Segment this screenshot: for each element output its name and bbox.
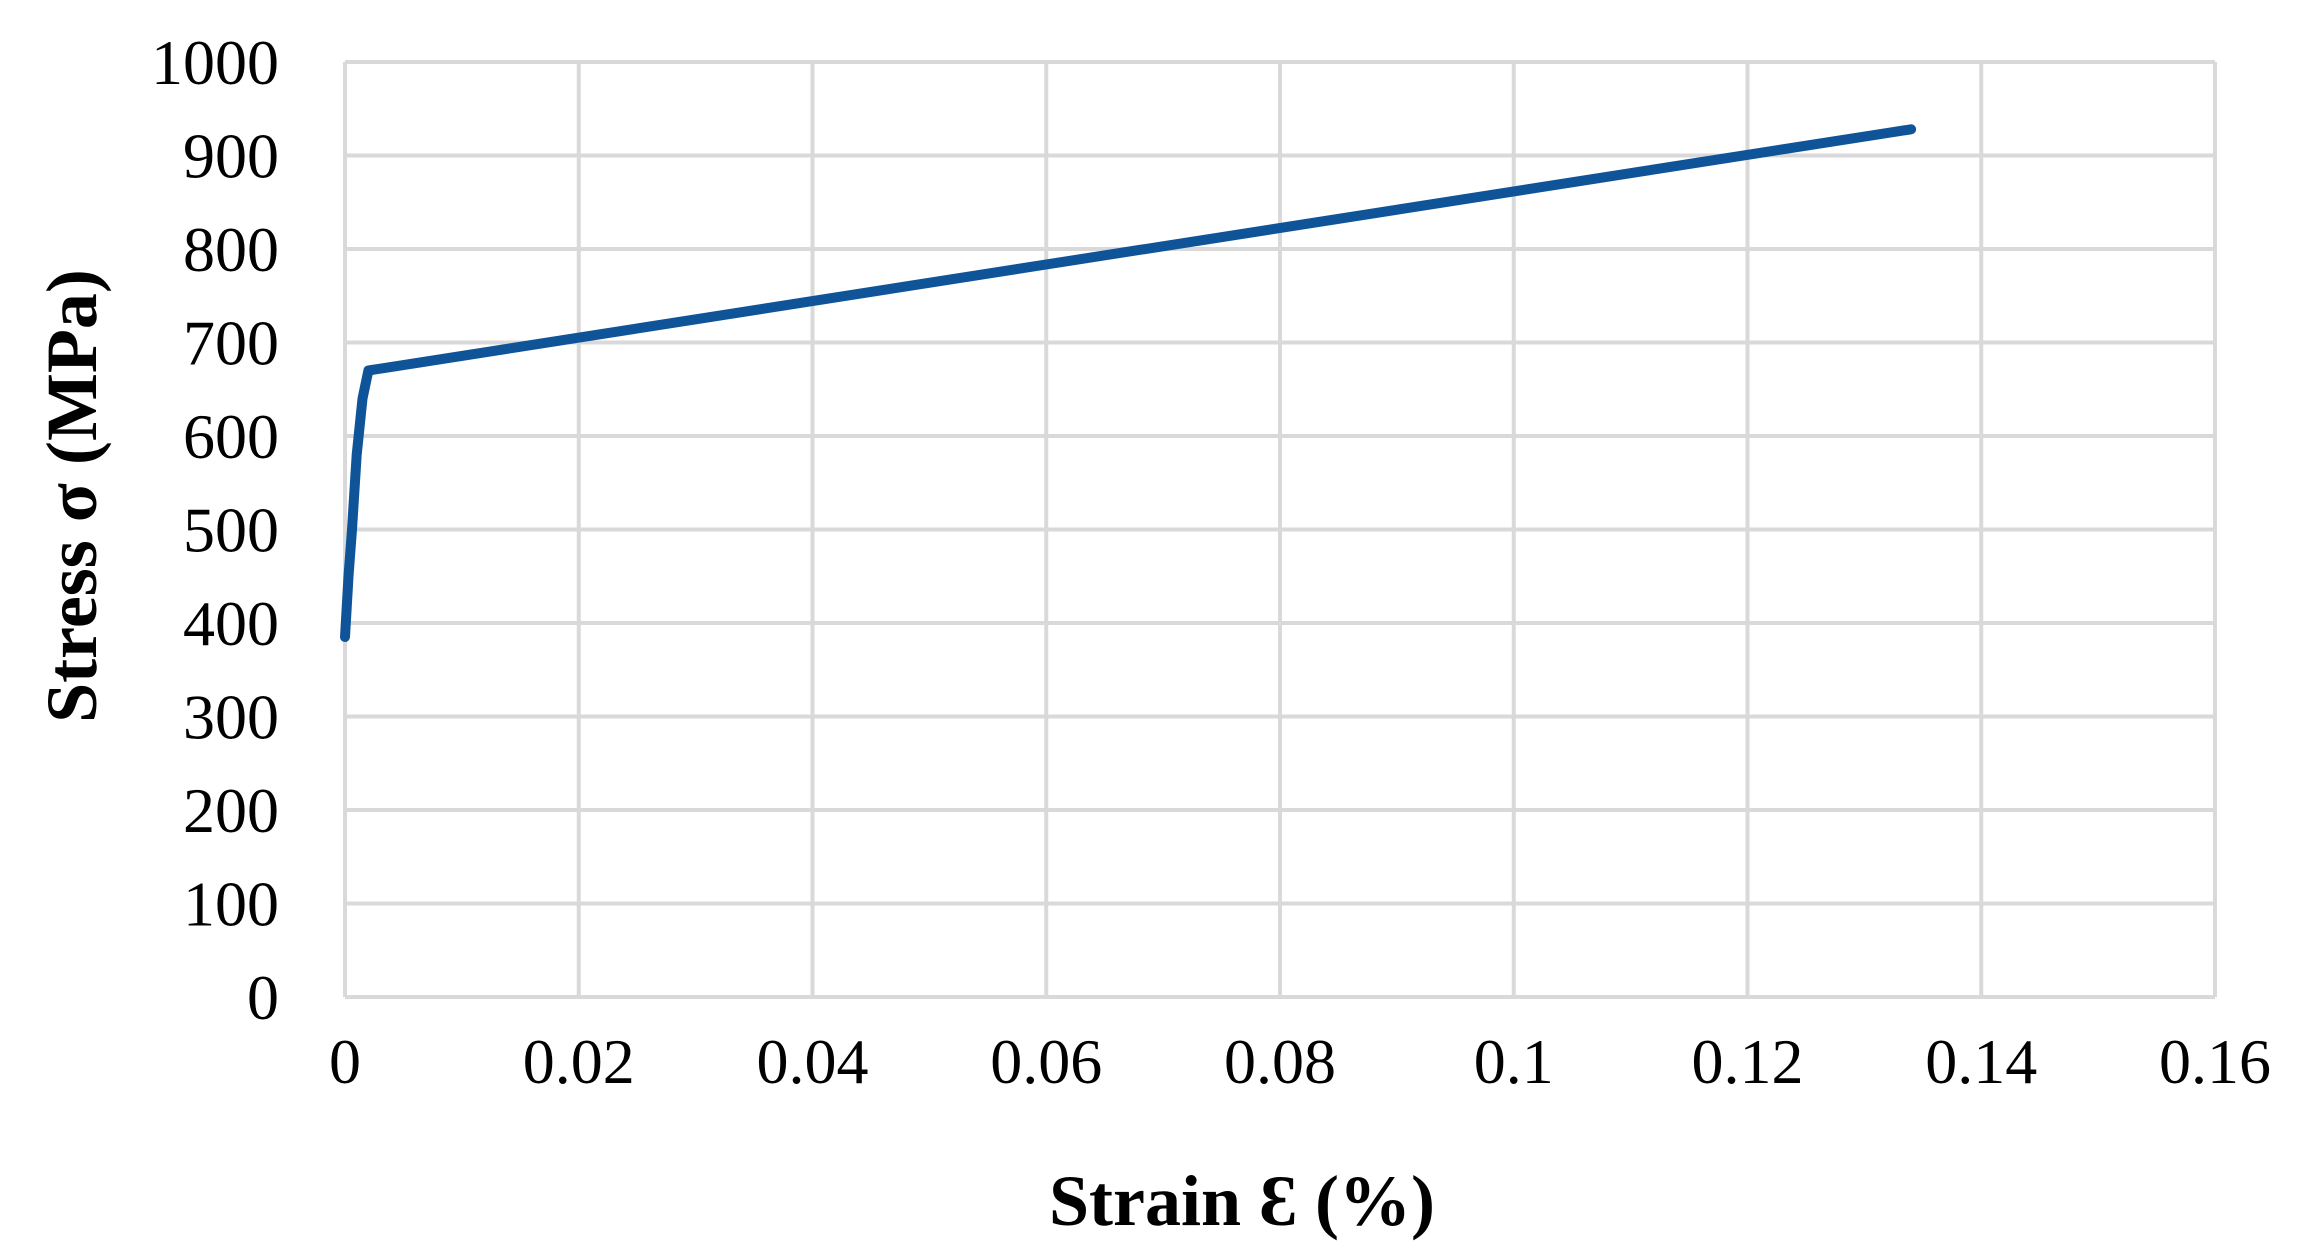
x-axis-title: Strain Ɛ (%)	[1049, 1161, 1435, 1241]
x-tick-label: 0.1	[1474, 1026, 1554, 1097]
stress-strain-curve	[340, 124, 1917, 642]
y-tick-label: 300	[183, 682, 279, 753]
y-tick-label: 700	[183, 308, 279, 379]
y-tick-label: 500	[183, 495, 279, 566]
gridlines	[343, 60, 2217, 999]
y-tick-label: 100	[183, 869, 279, 940]
y-axis-title: Stress σ (MPa)	[32, 269, 112, 723]
y-tick-label: 900	[183, 121, 279, 192]
x-tick-label: 0.14	[1925, 1026, 2037, 1097]
y-tick-label: 400	[183, 588, 279, 659]
y-tick-label: 0	[247, 962, 279, 1033]
y-tick-label: 1000	[151, 27, 279, 98]
y-tick-label: 800	[183, 214, 279, 285]
x-tick-label: 0.04	[757, 1026, 869, 1097]
x-tick-label: 0.02	[523, 1026, 635, 1097]
y-tick-label: 600	[183, 401, 279, 472]
series-layer	[340, 124, 1917, 642]
x-tick-labels: 0 0.02 0.04 0.06 0.08 0.1 0.12 0.14 0.16	[329, 1026, 2271, 1097]
y-tick-label: 200	[183, 775, 279, 846]
x-tick-label: 0	[329, 1026, 361, 1097]
x-tick-label: 0.12	[1692, 1026, 1804, 1097]
x-tick-label: 0.06	[990, 1026, 1102, 1097]
y-tick-labels: 0 100 200 300 400 500 600 700 800 900 1000	[151, 27, 279, 1033]
x-tick-label: 0.16	[2159, 1026, 2271, 1097]
x-tick-label: 0.08	[1224, 1026, 1336, 1097]
